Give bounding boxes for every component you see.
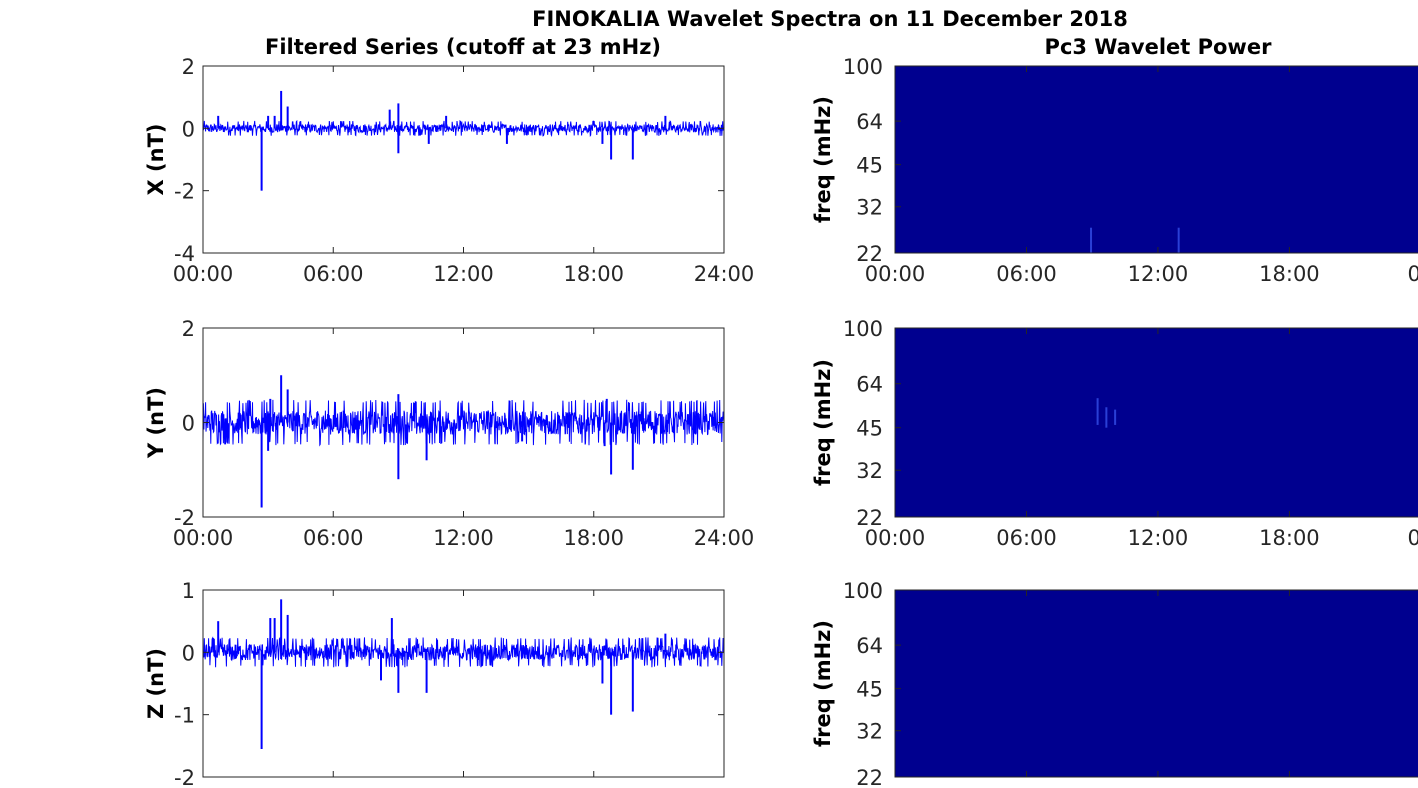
xtick-label: 24:00 [694, 262, 755, 286]
axes-frame [894, 327, 1418, 518]
timeseries-plot-y: -2 0 2 00:00 06:00 12:00 18:00 24:00 Y (nT) [144, 317, 754, 550]
y-axis-label: Y (nT) [144, 387, 168, 459]
ytick-label: 22 [856, 506, 883, 530]
ytick-label: 45 [856, 678, 883, 702]
xtick-label: 06:00 [996, 262, 1057, 286]
series-line-y [203, 399, 724, 447]
wavelet-plot-z: 100 64 45 32 22 freq (mHz) [811, 579, 1418, 788]
xtick-label: 12:00 [1128, 262, 1189, 286]
xtick-label: 18:00 [563, 526, 624, 550]
ytick-label: 2 [182, 55, 195, 79]
ytick-label: 2 [182, 317, 195, 341]
xtick-label: 24:00 [694, 526, 755, 550]
xtick-label: 18:00 [1259, 262, 1320, 286]
xtick-label: 00:00 [865, 262, 926, 286]
xtick-label: 06:00 [996, 526, 1057, 550]
ytick-label: 1 [182, 579, 195, 603]
power-feature-0 [1090, 227, 1093, 253]
plot-area [203, 590, 724, 777]
ytick-label: 45 [856, 417, 883, 441]
power-feature-1 [1177, 227, 1180, 253]
ytick-label: 100 [843, 55, 883, 79]
y-axis-label: X (nT) [144, 124, 168, 196]
ytick-label: 64 [856, 634, 883, 658]
xtick-label: 00:00 [173, 262, 234, 286]
ytick-label: 64 [856, 373, 883, 397]
ytick-label: -2 [174, 766, 195, 788]
xtick-label: 06:00 [303, 526, 364, 550]
ytick-label: -2 [174, 506, 195, 530]
ytick-label: 22 [856, 242, 883, 266]
xtick-label: 06:00 [303, 262, 364, 286]
y-axis-label: Z (nT) [144, 648, 168, 719]
ytick-label: 0 [182, 412, 195, 436]
xtick-label: 00 [1408, 526, 1418, 550]
xtick-label: 00:00 [865, 526, 926, 550]
power-feature-1 [1105, 407, 1108, 428]
ytick-label: -4 [174, 242, 195, 266]
ytick-label: 100 [843, 579, 883, 603]
ytick-label: 0 [182, 641, 195, 665]
heatmap-area [895, 590, 1418, 777]
ytick-label: 22 [856, 766, 883, 788]
xtick-label: 00:00 [173, 526, 234, 550]
y-axis-label: freq (mHz) [811, 96, 835, 223]
xtick-label: 18:00 [563, 262, 624, 286]
ytick-label: 32 [856, 459, 883, 483]
xtick-label: 18:00 [1259, 526, 1320, 550]
ytick-label: 100 [843, 317, 883, 341]
ytick-label: -1 [174, 704, 195, 728]
series-line-x [203, 119, 724, 138]
heatmap-area [895, 66, 1418, 253]
xtick-label: 00 [1408, 262, 1418, 286]
ytick-label: 0 [182, 117, 195, 141]
axes-frame [894, 589, 1418, 778]
right-column-title: Pc3 Wavelet Power [1045, 35, 1273, 59]
timeseries-plot-z: -2 -1 0 1 Z (nT) [144, 579, 725, 788]
ytick-label: 45 [856, 154, 883, 178]
y-axis-label: freq (mHz) [811, 359, 835, 486]
axes-frame [894, 65, 1418, 254]
plot-area [203, 66, 724, 253]
xtick-label: 12:00 [1128, 526, 1189, 550]
ytick-label: 64 [856, 110, 883, 134]
ytick-label: 32 [856, 196, 883, 220]
ytick-label: 32 [856, 720, 883, 744]
ytick-label: -2 [174, 180, 195, 204]
power-feature-0 [1096, 398, 1099, 425]
power-feature-2 [1114, 409, 1117, 425]
xtick-label: 12:00 [433, 262, 494, 286]
series-line-z [203, 636, 724, 668]
xtick-label: 12:00 [433, 526, 494, 550]
timeseries-plot-x: -4 -2 0 2 00:00 06:00 12:00 18:00 24:00 X (nT) [144, 55, 754, 286]
heatmap-area [895, 328, 1418, 517]
left-column-title: Filtered Series (cutoff at 23 mHz) [265, 35, 661, 59]
figure-title: FINOKALIA Wavelet Spectra on 11 December… [532, 7, 1128, 31]
y-axis-label: freq (mHz) [811, 620, 835, 747]
